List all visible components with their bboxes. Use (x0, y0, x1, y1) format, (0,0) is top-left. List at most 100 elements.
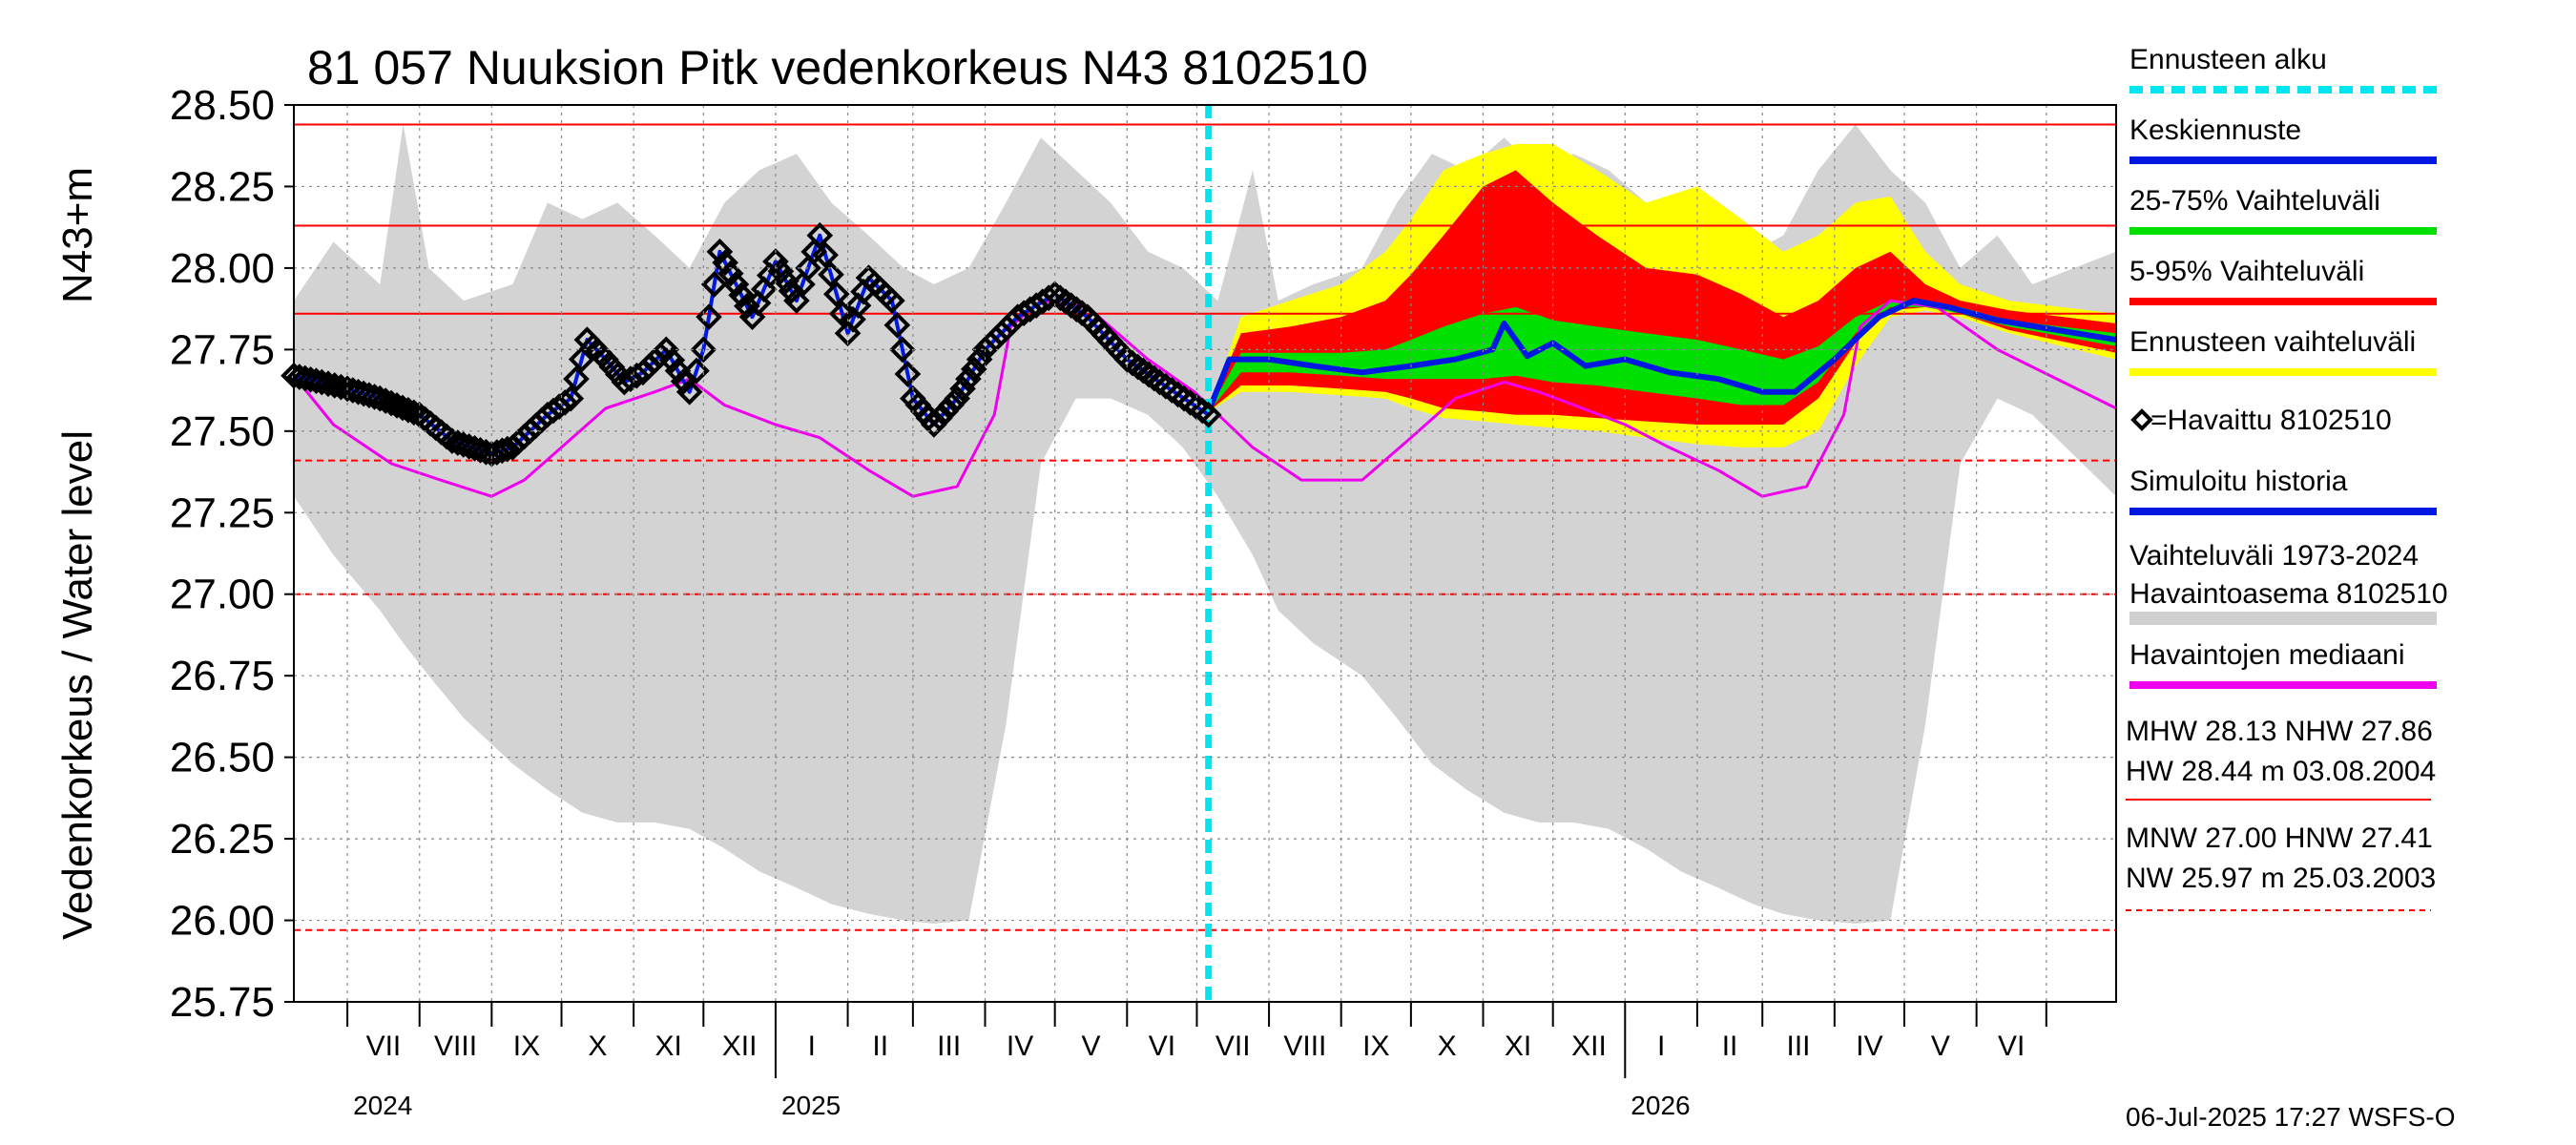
legend-label: Ennusteen vaihteluväli (2129, 326, 2416, 358)
x-month-label: III (937, 1030, 961, 1062)
legend-label: Simuloitu historia (2129, 466, 2348, 497)
y-axis-label: Vedenkorkeus / Water level (54, 430, 101, 940)
x-month-label: I (1657, 1030, 1665, 1062)
axes: 28.50 28.25 28.00 27.75 27.50 27.25 27.00 26.75… (170, 82, 2117, 1120)
y-tick-label: 27.00 (170, 572, 275, 618)
observed-marker (944, 385, 971, 412)
mean-forecast-line (1205, 298, 2117, 413)
observed-marker (926, 405, 953, 431)
observed-marker (1195, 401, 1222, 428)
y-tick-label: 27.50 (170, 408, 275, 455)
y-tick-label: 26.25 (170, 816, 275, 863)
legend-label: Keskiennuste (2129, 114, 2301, 146)
observed-marker (960, 356, 987, 383)
legend-label: Havaintojen mediaani (2129, 639, 2405, 671)
y-axis-unit: N43+m (54, 167, 101, 303)
legend-label: 25-75% Vaihteluväli (2129, 185, 2380, 217)
legend-label: 5-95% Vaihteluväli (2129, 256, 2364, 287)
observed-marker (563, 365, 590, 392)
observed-marker (949, 375, 976, 403)
x-month-label: XI (655, 1030, 682, 1062)
x-month-label: IV (1856, 1030, 1882, 1062)
observed-marker (700, 271, 728, 298)
observed-marker (818, 260, 844, 288)
observed-marker (734, 292, 760, 320)
x-month-label: V (1081, 1030, 1100, 1062)
observed-marker (889, 336, 916, 364)
observed-marker (728, 281, 755, 309)
x-year-label: 2024 (353, 1091, 412, 1120)
x-month-label: XII (1571, 1030, 1607, 1062)
observed-marker (722, 271, 750, 298)
x-year-label: 2026 (1631, 1091, 1690, 1120)
x-month-label: I (808, 1030, 816, 1062)
observed-marker (883, 311, 911, 339)
observed-marker (894, 361, 922, 387)
observed-marker (653, 336, 680, 364)
observed-marker (712, 249, 738, 277)
x-month-label: VII (366, 1030, 402, 1062)
observed-marker (762, 248, 789, 275)
x-month-label: X (1438, 1030, 1457, 1062)
observed-marker (551, 389, 579, 416)
y-tick-label: 28.25 (170, 163, 275, 210)
x-month-label: IV (1007, 1030, 1033, 1062)
observed-marker (493, 435, 521, 463)
observed-marker (568, 345, 595, 373)
x-month-label: X (588, 1030, 607, 1062)
stats-line-2: HW 28.44 m 03.08.2004 (2126, 756, 2436, 787)
y-tick-label: 25.75 (170, 979, 275, 1026)
observed-marker (955, 365, 982, 392)
legend-label: Havaintoasema 8102510 (2129, 578, 2448, 610)
observed-marker (488, 437, 516, 465)
observed-marker (767, 258, 795, 285)
legend-label: =Havaittu 8102510 (2150, 405, 2392, 436)
legend-marker-icon (2130, 408, 2153, 431)
y-tick-label: 26.75 (170, 653, 275, 699)
forecast-25-75-band (1208, 301, 2116, 412)
x-month-label: IX (513, 1030, 540, 1062)
y-tick-label: 27.25 (170, 489, 275, 536)
observed-marker (806, 221, 834, 249)
chart-title: 81 057 Nuuksion Pitk vedenkorkeus N43 81… (307, 41, 1368, 94)
x-month-label: XI (1505, 1030, 1531, 1062)
legend-label: Ennusteen alku (2129, 44, 2327, 75)
footer-timestamp: 06-Jul-2025 17:27 WSFS-O (2126, 1102, 2456, 1132)
observed-marker (823, 281, 850, 308)
observed-marker (557, 385, 585, 412)
x-month-label: VI (1998, 1030, 2025, 1062)
observed-marker (920, 411, 947, 438)
x-month-label: II (1722, 1030, 1738, 1062)
x-month-label: V (1931, 1030, 1950, 1062)
observed-marker (879, 287, 905, 314)
x-month-label: III (1787, 1030, 1811, 1062)
legend: Ennusteen alku Keskiennuste 25-75% Vaihtel… (2129, 44, 2448, 689)
plot-frame (293, 104, 2117, 1003)
y-tick-label: 28.50 (170, 82, 275, 129)
observed-marker (966, 345, 993, 373)
x-month-label: II (872, 1030, 888, 1062)
observed-marker (795, 255, 821, 281)
x-month-label: XII (722, 1030, 758, 1062)
observed-marker (773, 267, 800, 295)
observed-marker (675, 378, 703, 406)
y-tick-label: 26.50 (170, 735, 275, 781)
y-tick-label: 26.00 (170, 898, 275, 945)
observed-marker (778, 278, 805, 304)
x-month-label: VI (1149, 1030, 1175, 1062)
observed-marker (400, 399, 427, 427)
x-month-label: VIII (434, 1030, 477, 1062)
x-year-label: 2025 (781, 1091, 841, 1120)
observed-marker (938, 391, 965, 419)
median-line (292, 299, 2117, 498)
stats-line-1: MHW 28.13 NHW 27.86 (2126, 716, 2433, 747)
stats-block: MHW 28.13 NHW 27.86 HW 28.44 m 03.08.200… (2126, 716, 2436, 911)
stats-line-3: MNW 27.00 HNW 27.41 (2126, 822, 2433, 854)
legend-label: Vaihteluväli 1973-2024 (2129, 540, 2419, 572)
observed-marker (706, 238, 734, 265)
observed-marker (664, 357, 692, 385)
observed-marker (717, 260, 744, 287)
x-month-label: VII (1215, 1030, 1251, 1062)
x-month-label: IX (1362, 1030, 1389, 1062)
y-tick-label: 27.75 (170, 326, 275, 373)
